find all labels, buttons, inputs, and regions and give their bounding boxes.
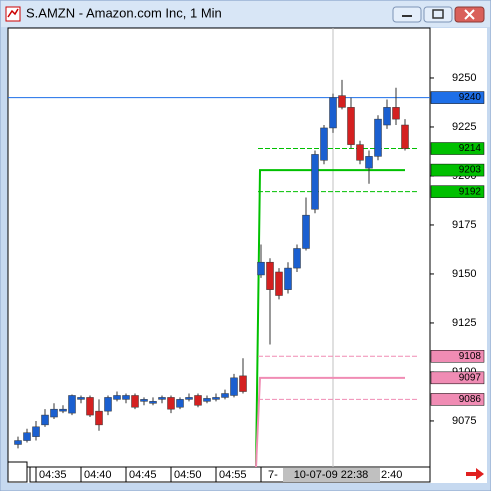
level-marker-label: 9192 [459,186,482,197]
level-marker-label: 9097 [459,372,482,383]
candle-body [347,107,355,145]
candle-body [311,154,319,210]
candle-body [122,395,130,400]
level-marker-label: 9108 [459,351,482,362]
y-tick-label: 9175 [452,219,476,231]
level-marker-label: 9240 [459,92,482,103]
candle-body [275,271,283,296]
x-tick-label: 04:45 [129,469,157,481]
window-title: S.AMZN - Amazon.com Inc, 1 Min [26,5,222,20]
candle-body [149,401,157,404]
level-marker [430,393,485,406]
time-axis-labels: 04:35 04:40 04:45 04:50 04:55 7- 10-07-09 22:3… [35,467,402,482]
close-button[interactable] [454,6,485,23]
candle-body [374,118,382,157]
candle-body [86,397,94,416]
x-tick-label-fragment: 2:40 [381,469,402,481]
level-marker-label: 9086 [459,394,482,405]
level-marker [430,163,485,177]
level-markers: 9240 9214 9203 9192 9108 9097 9086 [430,91,485,406]
scroll-arrow[interactable] [466,468,484,480]
level-marker [430,185,485,198]
x-tick-label: 04:50 [174,469,202,481]
y-tick-label: 9250 [452,72,476,84]
level-marker-label: 9203 [459,165,482,176]
level-marker [430,142,485,155]
candle-body [383,107,391,126]
candle-body [185,397,193,400]
cursor-label: 10-07-09 22:38 [294,469,369,481]
candle-body [356,144,364,161]
level-marker [430,371,485,385]
corner-box [7,461,28,483]
minimize-button[interactable] [392,6,422,23]
level-line [255,376,405,468]
candle-body [284,267,292,290]
x-tick-label: 04:35 [39,469,67,481]
x-tick-label: 04:40 [84,469,112,481]
level-marker-label: 9214 [459,143,482,154]
app-icon [5,6,21,22]
level-marker [430,350,485,363]
candle-body [140,399,148,402]
candle-body [113,395,121,400]
candle-body [230,377,238,396]
maximize-button[interactable] [423,6,453,23]
y-tick-label: 9075 [452,415,476,427]
y-tick-label: 9225 [452,121,476,133]
candle-body [14,440,22,445]
candles [14,79,409,449]
x-tick-label: 04:55 [219,469,247,481]
candle-body [104,397,112,412]
candle-body [32,426,40,437]
candle-body [176,399,184,408]
candle-body [320,127,328,161]
candle-body [302,214,310,249]
candle-body [23,432,31,441]
candle-body [50,408,58,418]
candle-body [221,393,229,398]
candle-body [266,261,274,290]
candle-body [77,397,85,400]
candle-body [212,397,220,400]
level-line [255,169,405,468]
candle-body [167,397,175,410]
candle-body [338,95,346,108]
candle-body [365,156,373,169]
candle-body [41,414,49,426]
x-tick-label-fragment: 7- [268,469,278,481]
levels [8,97,430,468]
candle-body [239,375,247,392]
candle-body [203,398,211,402]
candle-body [59,408,67,412]
candle-body [158,397,166,400]
candle-body [329,97,337,129]
candle-body [257,261,265,276]
level-marker [430,91,485,104]
candle-body [401,124,409,149]
candle-body [95,410,103,426]
y-tick-label: 9150 [452,268,476,280]
cursor-label-box [283,468,380,482]
y-tick-label: 9125 [452,317,476,329]
candle-body [194,395,202,406]
candle-body [293,248,301,269]
candle-body [68,395,76,414]
candle-body [131,395,139,408]
candle-body [392,107,400,120]
plot-area [7,27,431,468]
